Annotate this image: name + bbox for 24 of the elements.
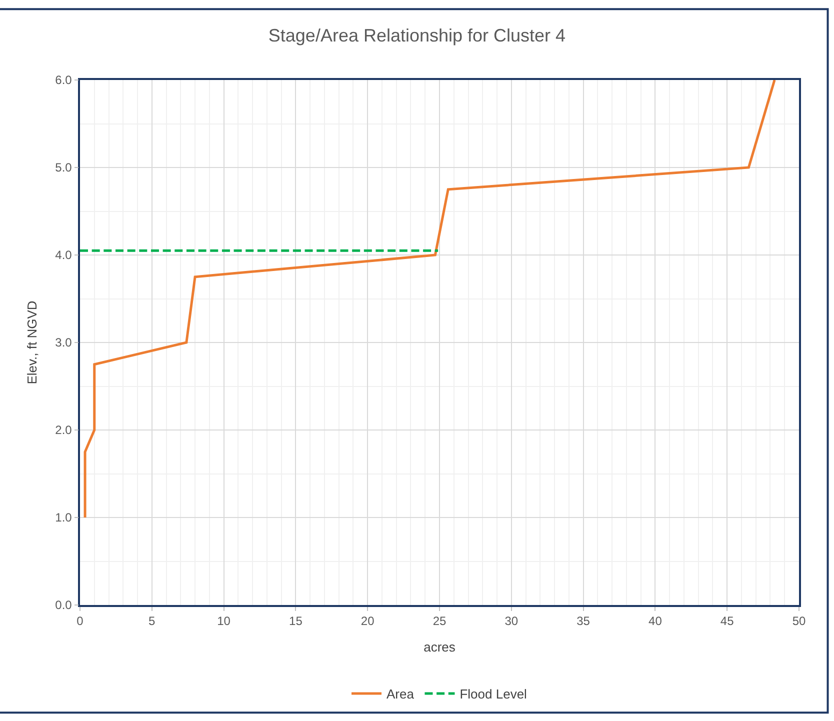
x-tick-label: 40 xyxy=(648,614,662,628)
x-tick-label: 30 xyxy=(504,614,518,628)
x-tick-label: 10 xyxy=(217,614,231,628)
y-axis-title: Elev., ft NGVD xyxy=(24,300,40,384)
chart-title: Stage/Area Relationship for Cluster 4 xyxy=(268,25,566,46)
x-tick-label: 0 xyxy=(76,614,84,628)
x-axis-title: acres xyxy=(424,639,456,654)
x-tick-label: 20 xyxy=(360,614,375,628)
y-tick-label: 4.0 xyxy=(55,248,72,262)
legend-label: Area xyxy=(386,686,415,702)
x-tick-label: 50 xyxy=(792,614,806,628)
x-tick-label: 45 xyxy=(720,614,734,628)
x-tick-label: 25 xyxy=(432,614,446,628)
y-tick-label: 2.0 xyxy=(55,423,72,438)
y-tick-label: 6.0 xyxy=(55,73,72,88)
y-tick-label: 3.0 xyxy=(55,336,72,350)
y-tick-label: 5.0 xyxy=(55,160,72,175)
x-tick-label: 15 xyxy=(289,614,303,628)
legend-label: Flood Level xyxy=(460,686,528,702)
x-tick-label: 5 xyxy=(148,614,156,628)
y-tick-label: 0.0 xyxy=(55,598,72,612)
y-tick-label: 1.0 xyxy=(55,510,72,525)
line-series xyxy=(84,80,776,519)
x-tick-label: 35 xyxy=(576,614,590,628)
